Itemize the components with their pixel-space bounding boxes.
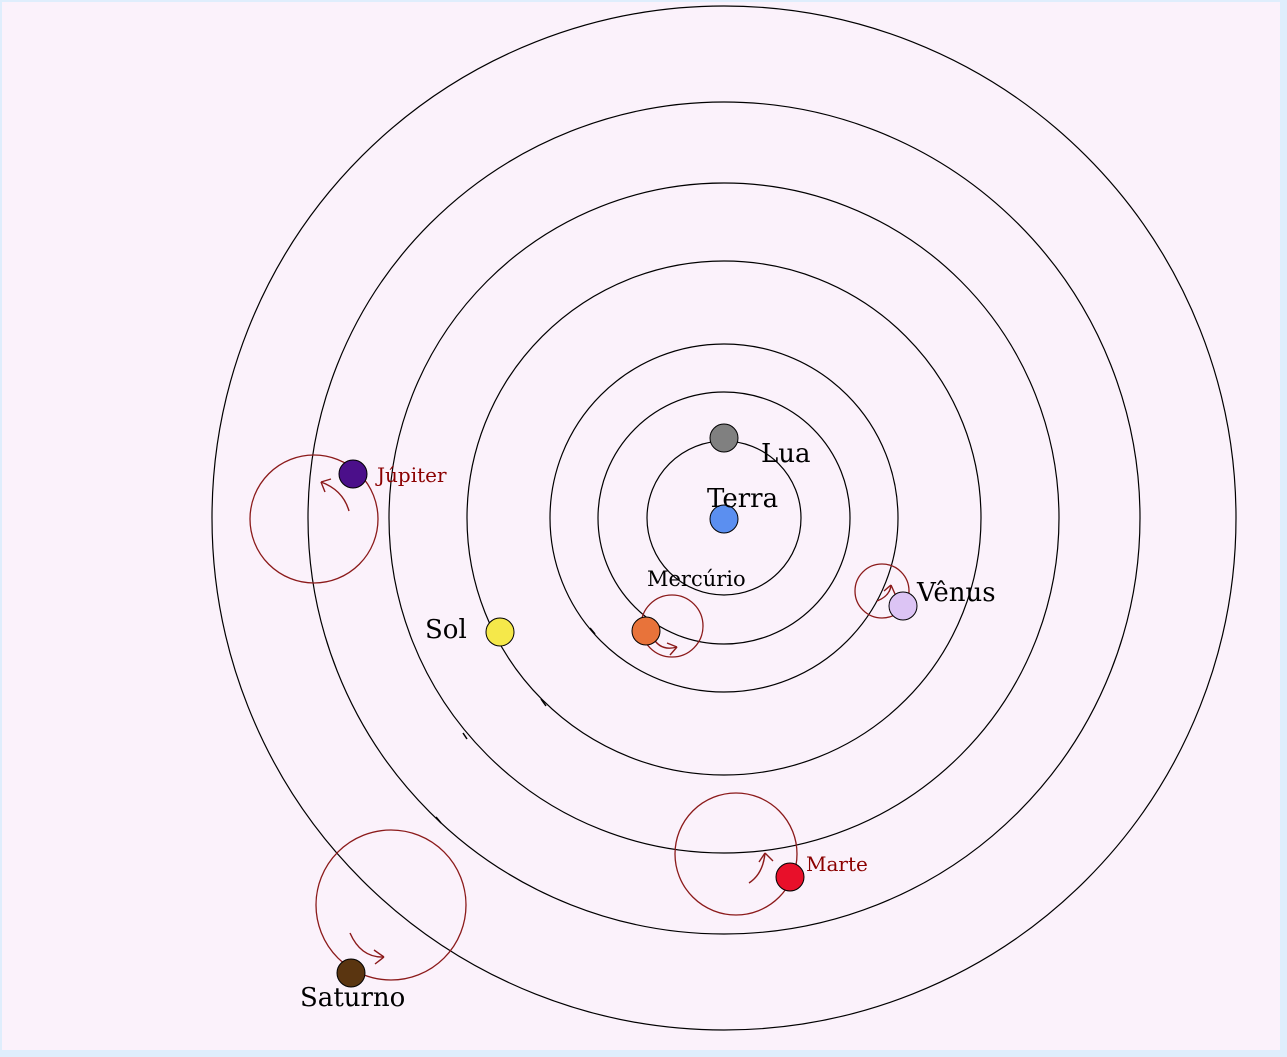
label-venus: Vênus [916, 578, 996, 608]
arrow-venus [876, 584, 896, 602]
arrow-marte [748, 852, 774, 884]
orbit-sol [466, 260, 982, 776]
orbit-marte [388, 182, 1060, 854]
label-jupiter: Júpiter [375, 463, 447, 487]
epicycle-venus [854, 563, 910, 619]
orbit-mark [462, 732, 468, 740]
orbit-mark [540, 698, 547, 707]
terra-body [709, 504, 739, 534]
epicycle-marte [674, 792, 798, 916]
orbit-mark [435, 816, 442, 824]
label-marte: Marte [806, 852, 868, 876]
venus-body [888, 591, 918, 621]
arrow-jupiter [320, 478, 350, 512]
bodies [336, 423, 918, 988]
sol-body [485, 617, 515, 647]
orbits [211, 5, 1237, 1031]
orbit-mark [589, 627, 596, 635]
epicycle-jupiter [249, 454, 379, 584]
lua-body [709, 423, 739, 453]
marte-body [775, 862, 805, 892]
label-terra: Terra [707, 484, 778, 514]
label-lua: Lua [761, 439, 811, 469]
mercurio-body [631, 616, 661, 646]
label-saturno: Saturno [300, 983, 405, 1013]
arrow-saturno [349, 932, 385, 965]
label-sol: Sol [425, 615, 467, 645]
label-mercurio: Mercúrio [647, 567, 746, 591]
orbit-jupiter [307, 101, 1141, 935]
orbit-saturno [211, 5, 1237, 1031]
orbit-venus [549, 343, 899, 693]
orbit-mercurio [597, 391, 851, 645]
saturno-body [336, 958, 366, 988]
epicycle-saturno [315, 829, 467, 981]
epicycles [249, 454, 910, 981]
jupiter-body [338, 459, 368, 489]
orbit-marks [435, 627, 596, 824]
